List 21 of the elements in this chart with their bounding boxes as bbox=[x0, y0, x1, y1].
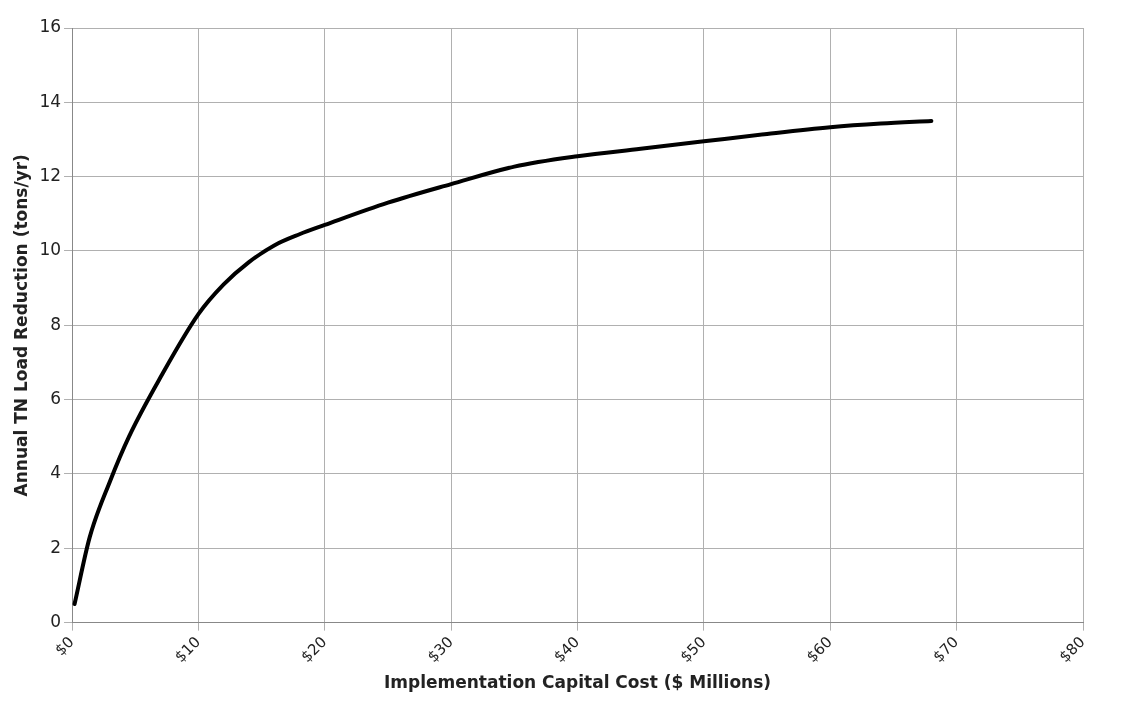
x-tick-label: $20 bbox=[297, 632, 331, 666]
y-tick-label: 0 bbox=[50, 611, 62, 632]
x-tick-label: $10 bbox=[171, 632, 204, 666]
x-tick-label: $0 bbox=[51, 632, 78, 660]
y-tick-label: 2 bbox=[50, 536, 62, 557]
y-tick-label: 8 bbox=[50, 313, 62, 334]
y-tick-label: 16 bbox=[39, 16, 62, 37]
x-tick-label: $50 bbox=[676, 632, 710, 666]
y-tick-label: 6 bbox=[50, 388, 62, 409]
y-tick-label: 10 bbox=[39, 239, 62, 260]
x-tick-label: $80 bbox=[1055, 632, 1089, 666]
x-tick-label: $40 bbox=[550, 632, 584, 666]
x-tick-label: $70 bbox=[929, 632, 963, 666]
y-tick-label: 14 bbox=[39, 90, 62, 111]
y-axis-title: Annual TN Load Reduction (tons/yr) bbox=[10, 154, 31, 497]
x-tick-label: $30 bbox=[423, 632, 457, 666]
y-tick-label: 4 bbox=[50, 462, 62, 483]
x-tick-label: $60 bbox=[802, 632, 836, 666]
y-tick-label: 12 bbox=[39, 165, 62, 186]
x-axis-title: Implementation Capital Cost ($ Millions) bbox=[383, 672, 772, 693]
line-series bbox=[72, 118, 934, 607]
